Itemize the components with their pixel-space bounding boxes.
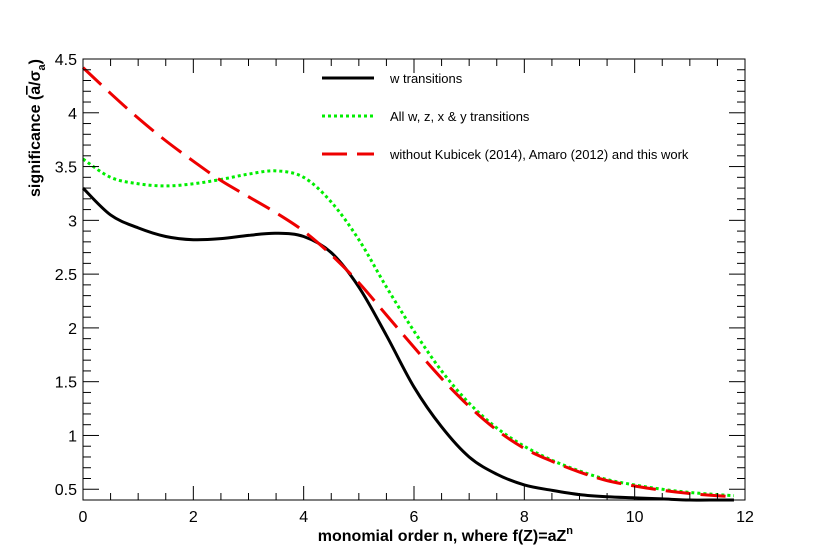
legend-label-all-transitions: All w, z, x & y transitions bbox=[390, 109, 530, 124]
y-tick-label: 0.5 bbox=[55, 482, 77, 499]
y-tick-label: 3 bbox=[68, 213, 77, 230]
y-tick-label: 4 bbox=[68, 106, 77, 123]
x-tick-label: 6 bbox=[410, 509, 419, 526]
y-axis-title-abar: a bbox=[27, 86, 44, 95]
x-tick-label: 4 bbox=[299, 509, 308, 526]
x-tick-label: 8 bbox=[520, 509, 529, 526]
y-tick-label: 4.5 bbox=[55, 52, 77, 69]
y-tick-label: 1 bbox=[68, 428, 77, 445]
x-tick-label: 12 bbox=[736, 509, 754, 526]
legend-label-w-transitions: w transitions bbox=[389, 71, 463, 86]
axis-ticks bbox=[82, 58, 746, 501]
legend: w transitions All w, z, x & y transitions… bbox=[322, 71, 689, 162]
x-axis-title-main: monomial order n, where f(Z)=aZ bbox=[318, 528, 567, 545]
axis-tick-labels: 0 2 4 6 8 10 12 0.5 1 1.5 2 2.5 3 3.5 4 4.5 bbox=[55, 52, 754, 526]
y-axis-title-group: significance (a/σa) bbox=[27, 59, 48, 197]
x-axis-title: monomial order n, where f(Z)=aZn bbox=[318, 525, 573, 545]
x-tick-label: 0 bbox=[79, 509, 88, 526]
legend-label-without-kubicek-amaro: without Kubicek (2014), Amaro (2012) and… bbox=[389, 147, 689, 162]
x-tick-label: 2 bbox=[189, 509, 198, 526]
y-tick-label: 1.5 bbox=[55, 375, 77, 392]
y-axis-title: significance (a/σa) bbox=[27, 59, 48, 197]
y-axis-title-subscript: a bbox=[36, 63, 48, 70]
y-tick-label: 2 bbox=[68, 321, 77, 338]
x-tick-label: 10 bbox=[626, 509, 644, 526]
y-tick-label: 3.5 bbox=[55, 160, 77, 177]
y-axis-title-suffix: ) bbox=[27, 59, 44, 64]
y-axis-title-prefix: significance ( bbox=[27, 94, 44, 197]
y-tick-label: 2.5 bbox=[55, 267, 77, 284]
y-axis-title-sep: /σ bbox=[27, 70, 44, 85]
x-axis-title-superscript: n bbox=[566, 525, 573, 537]
